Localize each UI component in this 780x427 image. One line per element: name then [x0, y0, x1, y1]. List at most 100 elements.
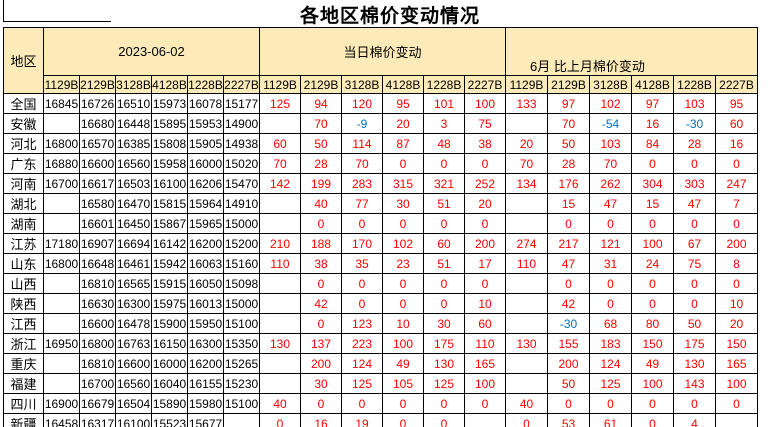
- monthly-change-cell: 75: [673, 253, 716, 274]
- daily-change-cell: 38: [464, 133, 506, 154]
- price-cell: [223, 413, 260, 427]
- monthly-change-cell: 0: [673, 393, 716, 414]
- daily-change-cell: 20: [382, 113, 424, 134]
- price-cell: 14938: [223, 133, 260, 154]
- monthly-change-cell: 0: [547, 393, 590, 414]
- monthly-change-cell: 16: [631, 113, 674, 134]
- table-row: 安徽 16680 16448 15895 15953 14900 70 -9 20 3 75 70 -5…: [3, 113, 758, 134]
- grade-column-header: 4128B: [631, 75, 674, 94]
- region-cell: 河北: [3, 133, 44, 154]
- monthly-change-cell: [505, 273, 548, 294]
- price-cell: 16063: [187, 253, 224, 274]
- table-row: 江苏 17180 16907 16694 16142 16200 15200 210 188 17…: [3, 233, 758, 254]
- monthly-change-cell: 130: [505, 333, 548, 354]
- daily-change-cell: 0: [423, 293, 465, 314]
- daily-change-cell: 50: [300, 133, 342, 154]
- price-cell: 15953: [187, 113, 224, 134]
- price-cell: 15890: [151, 393, 188, 414]
- daily-change-cell: 125: [259, 93, 301, 114]
- price-cell: 15100: [223, 393, 260, 414]
- daily-change-cell: 70: [259, 153, 301, 174]
- daily-change-cell: 142: [259, 173, 301, 194]
- monthly-change-cell: 0: [631, 153, 674, 174]
- monthly-change-cell: 61: [589, 413, 632, 427]
- price-cell: 15200: [223, 233, 260, 254]
- daily-change-cell: 223: [341, 333, 383, 354]
- daily-change-cell: 0: [464, 213, 506, 234]
- grade-column-header: 4128B: [382, 75, 424, 94]
- daily-change-cell: 0: [382, 293, 424, 314]
- daily-change-cell: 100: [464, 373, 506, 394]
- monthly-change-cell: 70: [505, 153, 548, 174]
- monthly-change-cell: 50: [673, 313, 716, 334]
- grade-column-header: 2227B: [464, 75, 506, 94]
- daily-change-cell: 0: [464, 153, 506, 174]
- price-cell: [43, 353, 80, 374]
- monthly-change-cell: 10: [715, 293, 758, 314]
- table-row: 河南 16700 16617 16503 16100 16206 15470 142 199 28…: [3, 173, 758, 194]
- price-cell: 16810: [79, 273, 116, 294]
- monthly-change-cell: 47: [589, 193, 632, 214]
- monthly-change-cell: [505, 373, 548, 394]
- daily-change-cell: 0: [300, 393, 342, 414]
- price-cell: 16100: [151, 173, 188, 194]
- price-cell: 15905: [187, 133, 224, 154]
- daily-change-cell: 188: [300, 233, 342, 254]
- daily-change-cell: 19: [341, 413, 383, 427]
- table-row: 重庆 16810 16600 16000 16200 15265 200 124 49 130 16…: [3, 353, 758, 374]
- daily-change-cell: 110: [464, 333, 506, 354]
- daily-change-cell: 0: [341, 393, 383, 414]
- daily-change-cell: 40: [300, 193, 342, 214]
- price-cell: 15000: [223, 293, 260, 314]
- daily-change-cell: [259, 273, 301, 294]
- monthly-change-cell: 102: [589, 93, 632, 114]
- monthly-change-cell: 47: [673, 193, 716, 214]
- price-cell: 15815: [151, 193, 188, 214]
- price-cell: 15958: [151, 153, 188, 174]
- monthly-change-cell: 67: [673, 233, 716, 254]
- monthly-change-cell: 124: [589, 353, 632, 374]
- daily-change-cell: 94: [300, 93, 342, 114]
- price-cell: 15020: [223, 153, 260, 174]
- monthly-change-cell: 4: [673, 413, 716, 427]
- daily-change-cell: 0: [464, 393, 506, 414]
- daily-change-cell: 315: [382, 173, 424, 194]
- price-cell: 15177: [223, 93, 260, 114]
- table-row: 山东 16800 16648 16461 15942 16063 15160 110 38 35 2…: [3, 253, 758, 274]
- daily-change-cell: 95: [382, 93, 424, 114]
- price-cell: 15098: [223, 273, 260, 294]
- daily-change-cell: 200: [464, 233, 506, 254]
- grade-column-header: 1129B: [259, 75, 301, 94]
- price-cell: 16200: [187, 233, 224, 254]
- monthly-change-cell: 97: [547, 93, 590, 114]
- monthly-change-cell: 0: [589, 293, 632, 314]
- daily-change-cell: 0: [341, 273, 383, 294]
- monthly-change-cell: 0: [631, 393, 674, 414]
- daily-change-cell: 125: [423, 373, 465, 394]
- region-cell: 陕西: [3, 293, 44, 314]
- price-cell: 16503: [115, 173, 152, 194]
- monthly-change-cell: 0: [631, 293, 674, 314]
- monthly-change-cell: 31: [589, 253, 632, 274]
- grid-artifact-vertical: [3, 0, 4, 22]
- table-row: 浙江 16950 16800 16763 16150 16300 15350 130 137 22…: [3, 333, 758, 354]
- daily-change-cell: [259, 113, 301, 134]
- price-cell: 15895: [151, 113, 188, 134]
- price-cell: 16155: [187, 373, 224, 394]
- daily-change-cell: 42: [300, 293, 342, 314]
- price-cell: 15100: [223, 313, 260, 334]
- daily-change-cell: 51: [423, 253, 465, 274]
- monthly-change-cell: 304: [631, 173, 674, 194]
- monthly-change-cell: 20: [715, 313, 758, 334]
- price-cell: 16700: [43, 173, 80, 194]
- price-cell: [43, 373, 80, 394]
- monthly-change-cell: 0: [631, 413, 674, 427]
- price-cell: 16580: [79, 193, 116, 214]
- region-cell: 山西: [3, 273, 44, 294]
- daily-change-cell: [464, 413, 506, 427]
- price-cell: 15523: [151, 413, 188, 427]
- region-cell: 湖南: [3, 213, 44, 234]
- price-cell: 15470: [223, 173, 260, 194]
- monthly-change-cell: 155: [547, 333, 590, 354]
- price-cell: 15000: [223, 213, 260, 234]
